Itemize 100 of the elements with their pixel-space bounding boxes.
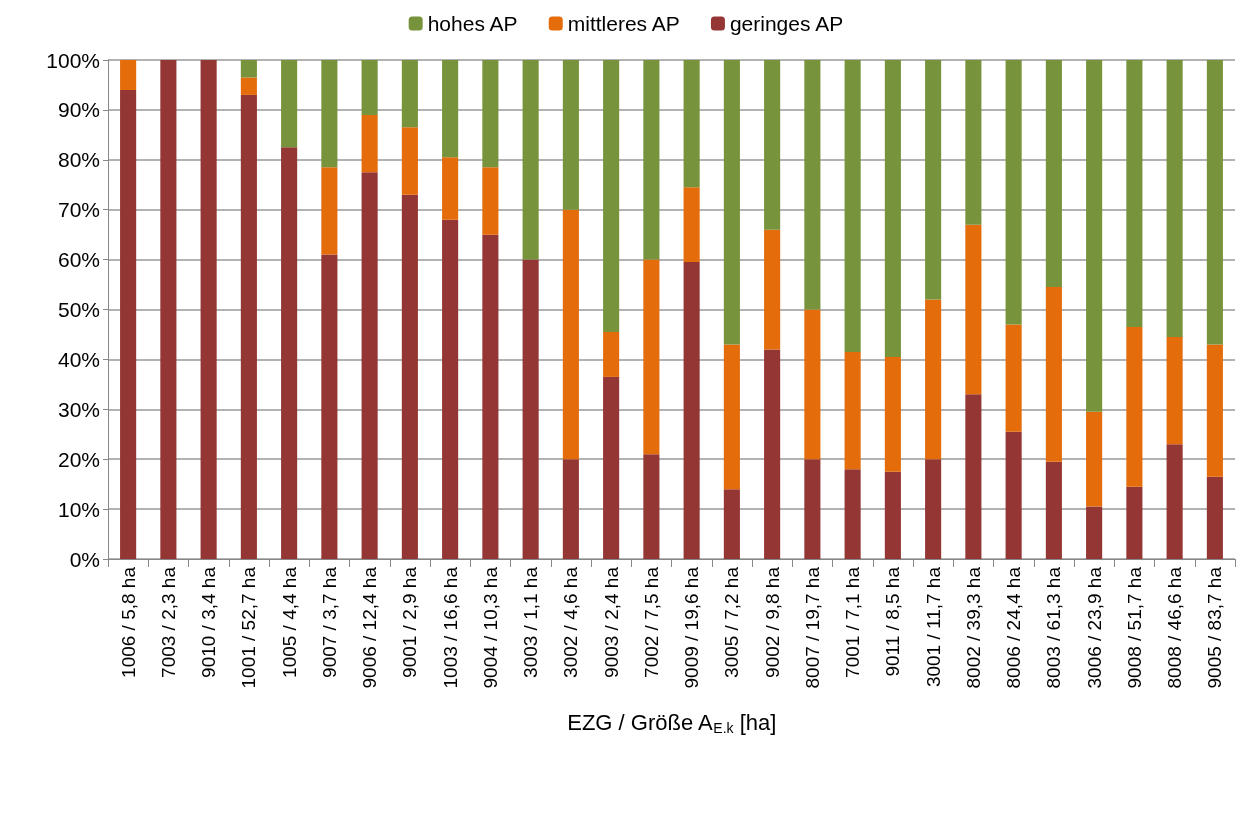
bar [482,60,499,168]
bar [764,349,781,559]
bar [442,219,459,559]
bar [643,259,660,455]
bar [683,187,700,263]
x-tick-label: 8006 / 24,4 ha [1003,566,1025,689]
bar [844,469,861,559]
x-tick-label: 1005 / 4,4 ha [278,566,300,678]
bar [965,224,982,395]
y-tick-label: 90% [57,98,100,122]
bar [1086,411,1103,507]
bar [442,60,459,158]
x-tick-label: 3002 / 4,6 ha [560,566,582,678]
legend-label: geringes AP [729,12,844,35]
bar [723,344,740,490]
bar [281,147,298,559]
x-tick-label: 9006 / 12,4 ha [359,566,381,689]
bar [240,77,257,95]
x-tick-label: 9001 / 2,9 ha [399,566,421,678]
bar [281,60,298,148]
bar [482,234,499,559]
bar [361,114,378,173]
bar [804,459,821,559]
legend-label: hohes AP [427,12,518,35]
bar [1126,486,1143,559]
x-tick-label: 8007 / 19,7 ha [801,566,823,689]
bar [361,60,378,115]
bar [804,60,821,310]
bar [884,471,901,559]
bar [321,254,338,559]
bar [764,60,781,230]
bar [925,299,942,460]
bar [1166,60,1183,337]
bar [643,454,660,559]
x-tick-label: 9004 / 10,3 ha [479,566,501,689]
bar [120,89,137,559]
bar [401,60,418,128]
x-tick-label: 9008 / 51,7 ha [1123,566,1145,689]
y-tick-label: 20% [57,447,100,471]
bar [884,356,901,472]
x-tick-label: 9011 / 8,5 ha [882,566,904,677]
bar [442,157,459,220]
bar [1045,287,1062,462]
bar [603,60,620,332]
x-tick-label: 9002 / 9,8 ha [761,566,783,678]
bar [321,167,338,255]
bar [1005,60,1022,325]
bar [1045,461,1062,559]
x-tick-label: 9003 / 2,4 ha [600,566,622,678]
x-tick-label: 1003 / 16,6 ha [439,566,461,689]
x-tick-label: 3003 / 1,1 ha [520,566,542,678]
bar [965,394,982,559]
x-tick-label: 7003 / 2,3 ha [157,566,179,678]
bar [643,60,660,260]
bar [965,60,982,225]
bar [723,60,740,345]
bar [562,209,579,460]
bar [1126,60,1143,327]
bar [683,262,700,559]
bar [482,167,499,235]
y-tick-label: 80% [57,148,100,172]
x-tick-label: 9007 / 3,7 ha [318,566,340,678]
x-tick-label: 3006 / 23,9 ha [1083,566,1105,689]
y-tick-label: 100% [46,48,100,72]
bar [240,60,257,78]
bar [925,459,942,559]
y-tick-label: 40% [57,347,100,371]
bar [603,376,620,559]
bar [884,60,901,357]
bar [160,60,177,559]
bar [723,489,740,559]
bar [1166,444,1183,559]
bar [683,60,700,188]
x-tick-label: 7002 / 7,5 ha [640,566,662,678]
bar [240,94,257,559]
bar [844,351,861,470]
y-tick-label: 60% [57,248,100,272]
bar [764,229,781,350]
bar [321,60,338,168]
y-tick-label: 0% [69,547,100,571]
bar [844,60,861,352]
bar [200,60,217,559]
x-tick-label: 9010 / 3,4 ha [198,566,220,678]
x-tick-label: 8003 / 61,3 ha [1043,566,1065,689]
bar [562,459,579,559]
bar [1086,60,1103,412]
bar [603,331,620,377]
bar [401,127,418,195]
bar [804,309,821,460]
bar [361,172,378,559]
y-tick-label: 30% [57,397,100,421]
bar [1206,344,1223,477]
y-tick-label: 70% [57,198,100,222]
bar [120,60,137,90]
bar [1206,476,1223,559]
x-tick-label: 9005 / 83,7 ha [1204,566,1226,689]
bar [1206,60,1223,345]
bar [1166,336,1183,445]
x-tick-label: 3005 / 7,2 ha [721,566,743,678]
bar [562,60,579,210]
